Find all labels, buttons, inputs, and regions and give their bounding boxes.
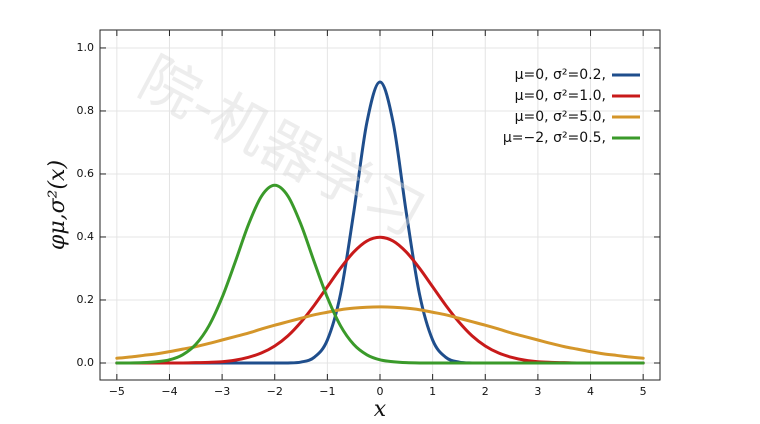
y-tick-label: 1.0 <box>77 41 95 54</box>
x-tick-label: 2 <box>482 385 489 398</box>
x-tick-label: −2 <box>267 385 283 398</box>
x-tick-label: 5 <box>640 385 647 398</box>
x-tick-label: 4 <box>587 385 594 398</box>
x-tick-label: −4 <box>161 385 177 398</box>
x-axis-label: x <box>374 397 387 422</box>
y-tick-label: 0.2 <box>77 293 95 306</box>
x-tick-label: −3 <box>214 385 230 398</box>
y-tick-label: 0.6 <box>77 167 95 180</box>
legend-label: μ=0, σ²=5.0, <box>515 109 606 125</box>
y-axis-label: φμ,σ²(x) <box>45 160 70 250</box>
line <box>115 183 645 365</box>
legend-label: μ=−2, σ²=0.5, <box>503 130 606 146</box>
y-tick-label: 0.8 <box>77 104 95 117</box>
legend-label: μ=0, σ²=0.2, <box>515 67 606 83</box>
x-tick-label: −1 <box>319 385 335 398</box>
plot: −5 −4 −3 −2 −1 0 1 2 3 4 5 0.0 0.2 0.4 0.6 0.8 1.0 μ=0, σ… <box>77 30 660 398</box>
y-tick-label: 0.4 <box>77 230 95 243</box>
x-tick-label: −5 <box>109 385 125 398</box>
x-tick-label: 3 <box>534 385 541 398</box>
x-tick-label: 0 <box>377 385 384 398</box>
line <box>115 305 645 360</box>
y-tick-label: 0.0 <box>77 356 95 369</box>
legend-label: μ=0, σ²=1.0, <box>515 88 606 104</box>
x-tick-label: 1 <box>429 385 436 398</box>
